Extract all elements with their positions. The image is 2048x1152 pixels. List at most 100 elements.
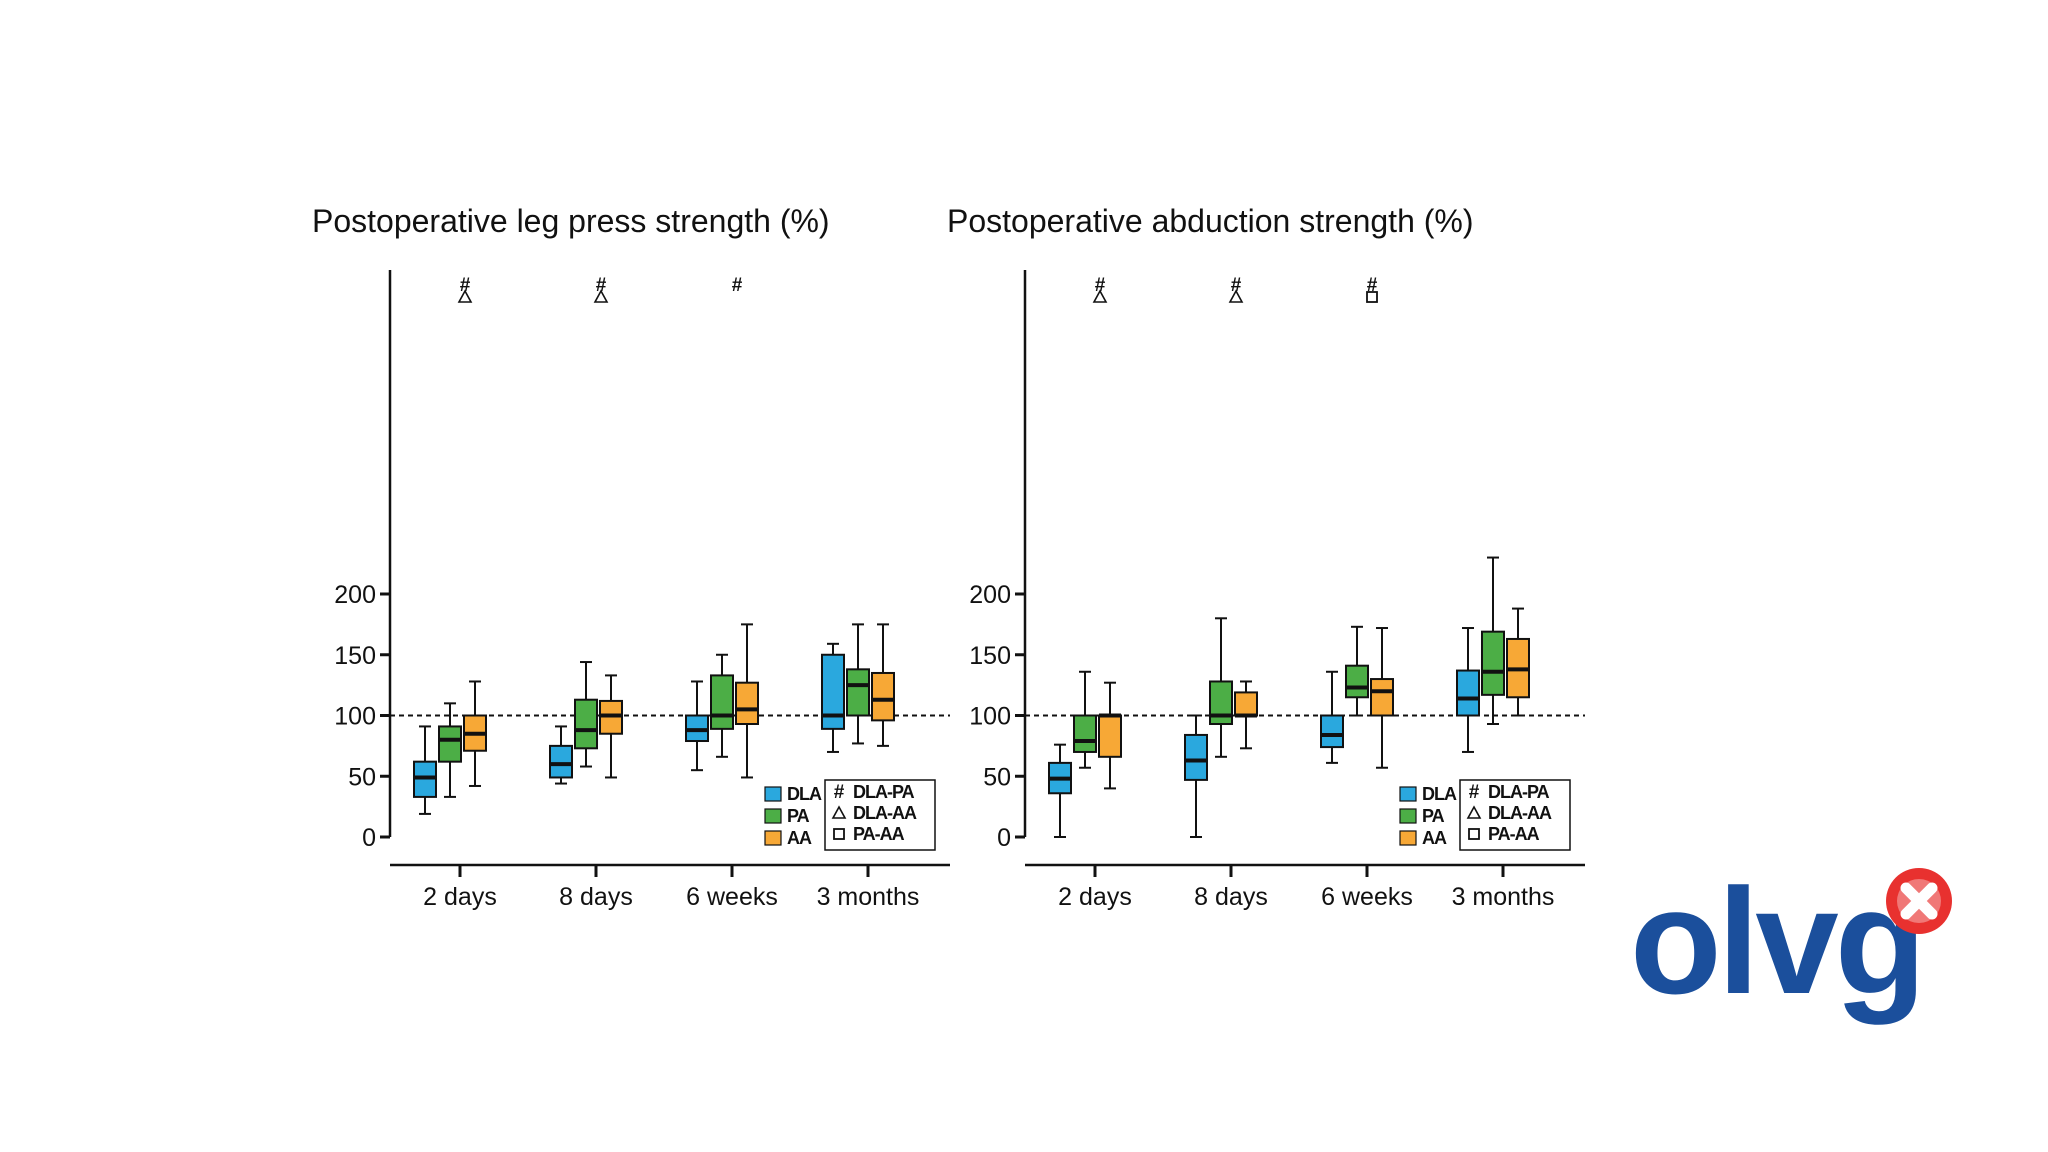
box-aa-1 <box>599 674 623 779</box>
significance-marker: # <box>460 275 471 296</box>
chart-title: Postoperative abduction strength (%) <box>947 203 1474 239</box>
legend-label: DLA <box>1422 784 1457 804</box>
box-pa-0 <box>438 702 462 798</box>
significance-marker <box>1366 291 1378 303</box>
legend-label: AA <box>1422 828 1447 848</box>
y-tick-label: 150 <box>969 642 1011 670</box>
box-aa-0 <box>463 680 487 787</box>
box-pa-1 <box>1209 617 1233 758</box>
legend-swatch <box>1399 808 1417 824</box>
box-body <box>1456 669 1480 717</box>
legend-symbol-label: DLA-PA <box>1488 782 1550 802</box>
y-tick-label: 200 <box>969 581 1011 609</box>
significance-marker <box>593 289 609 303</box>
x-tick-label: 2 days <box>1058 883 1132 911</box>
y-tick-label: 200 <box>334 581 376 609</box>
box-aa-2 <box>735 623 759 779</box>
legend-symbol <box>1468 828 1480 840</box>
significance-marker: # <box>732 275 743 296</box>
legend-symbol-label: DLA-AA <box>853 803 917 823</box>
legend-symbol <box>831 805 847 819</box>
legend-symbol: # <box>834 782 845 803</box>
significance-marker: # <box>596 275 607 296</box>
legend-symbol <box>833 828 845 840</box>
x-tick-label: 6 weeks <box>1321 883 1413 911</box>
legend-symbol: # <box>1469 782 1480 803</box>
logo-cross-icon <box>1886 868 1952 934</box>
box-dla-0 <box>413 725 437 815</box>
box-body <box>438 725 462 763</box>
box-body <box>710 674 734 730</box>
legend-label: PA <box>1422 806 1445 826</box>
box-body <box>821 653 845 730</box>
box-dla-0 <box>1048 743 1072 838</box>
box-body <box>1098 714 1122 758</box>
olvg-logo: olvg <box>1630 866 1970 1056</box>
legend-symbol-label: PA-AA <box>853 824 905 844</box>
box-dla-2 <box>685 680 709 772</box>
box-body <box>549 744 573 779</box>
box-body <box>735 681 759 726</box>
box-aa-3 <box>871 623 895 747</box>
legend-symbol <box>1466 805 1482 819</box>
box-dla-1 <box>549 725 573 785</box>
box-pa-3 <box>1481 556 1505 726</box>
significance-marker: # <box>1231 275 1242 296</box>
box-body <box>1320 714 1344 749</box>
box-body <box>1234 691 1258 717</box>
legend-symbol-label: DLA-AA <box>1488 803 1552 823</box>
legend-label: PA <box>787 806 810 826</box>
box-aa-0 <box>1098 681 1122 790</box>
legend-symbol-label: PA-AA <box>1488 824 1540 844</box>
x-tick-label: 8 days <box>1194 883 1268 911</box>
box-pa-3 <box>846 623 870 745</box>
box-aa-2 <box>1370 627 1394 769</box>
box-body <box>574 698 598 750</box>
legend-swatch <box>1399 830 1417 846</box>
box-body <box>846 668 870 717</box>
box-body <box>1209 680 1233 726</box>
significance-marker <box>457 289 473 303</box>
x-tick-label: 3 months <box>1452 883 1555 911</box>
box-dla-3 <box>1456 627 1480 753</box>
chart-title: Postoperative leg press strength (%) <box>312 203 830 239</box>
legend-swatch <box>764 830 782 846</box>
y-tick-label: 50 <box>983 763 1011 791</box>
y-tick-label: 50 <box>348 763 376 791</box>
legend-symbol-label: DLA-PA <box>853 782 915 802</box>
x-tick-label: 6 weeks <box>686 883 778 911</box>
box-body <box>1370 678 1394 717</box>
significance-marker <box>1092 289 1108 303</box>
legend-swatch <box>764 786 782 802</box>
y-tick-label: 0 <box>997 824 1011 852</box>
y-tick-label: 100 <box>334 703 376 731</box>
significance-marker: # <box>1367 275 1378 296</box>
legend-label: DLA <box>787 784 822 804</box>
y-tick-label: 100 <box>969 703 1011 731</box>
box-dla-2 <box>1320 670 1344 764</box>
x-tick-label: 8 days <box>559 883 633 911</box>
legend-label: AA <box>787 828 812 848</box>
leg-press-chart: Postoperative leg press strength (%) 0 50 1… <box>312 203 950 911</box>
box-pa-0 <box>1073 670 1097 769</box>
logo-text: olvg <box>1630 857 1926 1025</box>
box-body <box>871 671 895 722</box>
x-tick-label: 2 days <box>423 883 497 911</box>
box-body <box>1073 714 1097 753</box>
box-body <box>1184 733 1208 781</box>
abduction-chart: Postoperative abduction strength (%) 0 50 1… <box>947 203 1585 911</box>
box-pa-1 <box>574 661 598 768</box>
box-aa-1 <box>1234 680 1258 750</box>
significance-marker <box>1228 289 1244 303</box>
legend-swatch <box>1399 786 1417 802</box>
box-pa-2 <box>1345 625 1369 717</box>
box-body <box>1481 630 1505 696</box>
legend-swatch <box>764 808 782 824</box>
box-dla-3 <box>821 642 845 753</box>
box-body <box>1345 664 1369 699</box>
y-tick-label: 0 <box>362 824 376 852</box>
y-tick-label: 150 <box>334 642 376 670</box>
